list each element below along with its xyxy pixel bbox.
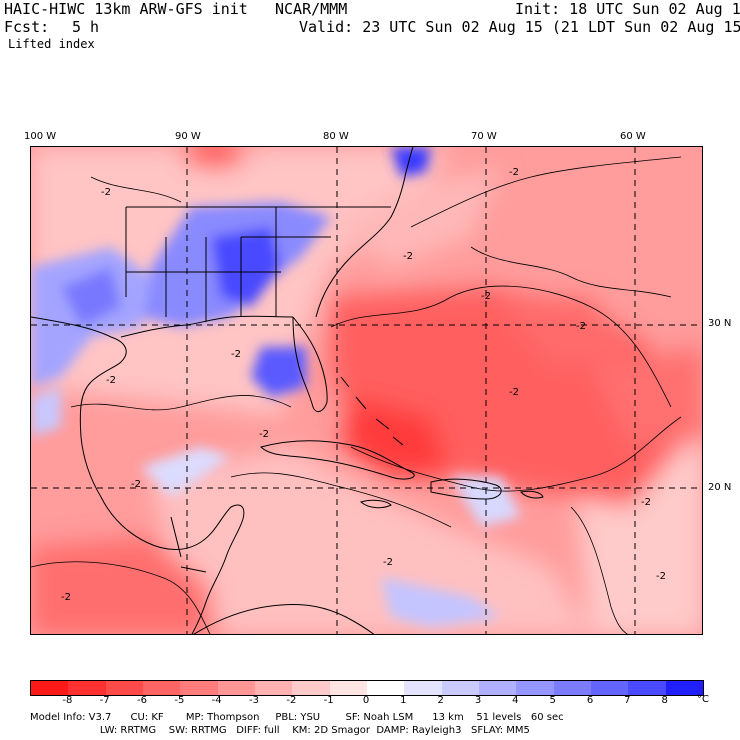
lon-label-70w: 70 W — [471, 131, 497, 142]
colorbar-swatch — [329, 681, 367, 695]
lon-label-60w: 60 W — [620, 131, 646, 142]
coastlines — [31, 147, 544, 634]
contour-label-group: -2 -2 -2 -2 -2 -2 -2 -2 -2 -2 -2 -2 -2 -… — [61, 167, 666, 603]
colorbar-swatch — [217, 681, 255, 695]
colorbar-tick-label: -2 — [286, 695, 297, 706]
colorbar-swatch — [441, 681, 479, 695]
lat-label-30n: 30 N — [708, 318, 732, 329]
colorbar-swatch — [180, 681, 218, 695]
colorbar-tick-label: 2 — [437, 695, 444, 706]
lat-label-20n: 20 N — [708, 482, 732, 493]
forecast-label: Fcst: — [4, 18, 50, 36]
forecast-hour: 5 h — [72, 18, 100, 36]
graticule — [31, 147, 702, 634]
colorbar-unit: °C — [697, 694, 709, 705]
colorbar-swatch — [31, 681, 69, 695]
colorbar-tick-label: -1 — [323, 695, 334, 706]
colorbar-swatch — [478, 681, 517, 695]
contour-label: -2 — [509, 167, 519, 178]
colorbar-swatch — [665, 681, 703, 695]
contour-label: -2 — [383, 557, 393, 568]
colorbar-swatch — [404, 681, 442, 695]
colorbar-tick-label: -6 — [137, 695, 147, 706]
colorbar-tick-label: -8 — [62, 695, 73, 706]
contour-label: -2 — [576, 321, 586, 332]
colorbar-swatch — [254, 681, 293, 695]
colorbar — [30, 680, 704, 696]
colorbar-tick-label: -5 — [174, 695, 185, 706]
colorbar-swatch — [590, 681, 629, 695]
contour-label: -2 — [656, 571, 666, 582]
colorbar-tick-label: 3 — [474, 695, 482, 706]
contour-label: -2 — [131, 479, 141, 490]
colorbar-tick-label: 7 — [624, 695, 631, 706]
colorbar-swatch — [142, 681, 181, 695]
model-info-line1: Model Info: V3.7 CU: KF MP: Thompson PBL… — [30, 712, 564, 723]
lon-label-90w: 90 W — [175, 131, 201, 142]
contour-label: -2 — [259, 429, 269, 440]
contour-label: -2 — [481, 291, 491, 302]
colorbar-swatch — [553, 681, 591, 695]
colorbar-swatch — [68, 681, 106, 695]
colorbar-swatch — [628, 681, 666, 695]
colorbar-tick-label: 5 — [549, 695, 556, 706]
org-label: NCAR/MMM — [275, 0, 348, 18]
contour-lines — [31, 156, 682, 634]
contour-label: -2 — [509, 387, 519, 398]
lon-label-80w: 80 W — [323, 131, 349, 142]
contour-label: -2 — [101, 187, 111, 198]
contour-label: -2 — [231, 349, 241, 360]
colorbar-swatch — [366, 681, 405, 695]
init-time: Init: 18 UTC Sun 02 Aug 15 — [515, 0, 740, 18]
lifted-index-map: -2 -2 -2 -2 -2 -2 -2 -2 -2 -2 -2 -2 -2 -… — [30, 146, 703, 635]
colorbar-tick-label: 6 — [586, 695, 594, 706]
colorbar-tick-label: 8 — [661, 695, 668, 706]
contour-label: -2 — [61, 592, 71, 603]
model-title: HAIC-HIWC 13km ARW-GFS init — [4, 0, 248, 18]
contour-label: -2 — [106, 375, 116, 386]
colorbar-tick-label: 1 — [400, 695, 407, 706]
stable-areas — [31, 147, 521, 627]
colorbar-swatch — [516, 681, 554, 695]
colorbar-tick-label: -4 — [211, 695, 222, 706]
lon-label-100w: 100 W — [24, 131, 57, 142]
field-name: Lifted index — [8, 37, 95, 51]
contour-label: -2 — [641, 497, 651, 508]
contour-label: -2 — [403, 251, 413, 262]
map-svg: -2 -2 -2 -2 -2 -2 -2 -2 -2 -2 -2 -2 -2 -… — [31, 147, 702, 634]
colorbar-labels: -8 -7 -6 -5 -4 -3 -2 -1 0 1 2 3 4 5 6 7 8 — [30, 695, 710, 707]
colorbar-swatch — [105, 681, 143, 695]
model-info-line2: LW: RRTMG SW: RRTMG DIFF: full KM: 2D Sm… — [30, 725, 530, 736]
colorbar-tick-label: 4 — [512, 695, 519, 706]
colorbar-tick-label: -7 — [99, 695, 110, 706]
colorbar-swatch — [292, 681, 330, 695]
colorbar-tick-label: 0 — [362, 695, 370, 706]
valid-time: Valid: 23 UTC Sun 02 Aug 15 (21 LDT Sun … — [299, 18, 740, 36]
colorbar-tick-label: -3 — [249, 695, 259, 706]
